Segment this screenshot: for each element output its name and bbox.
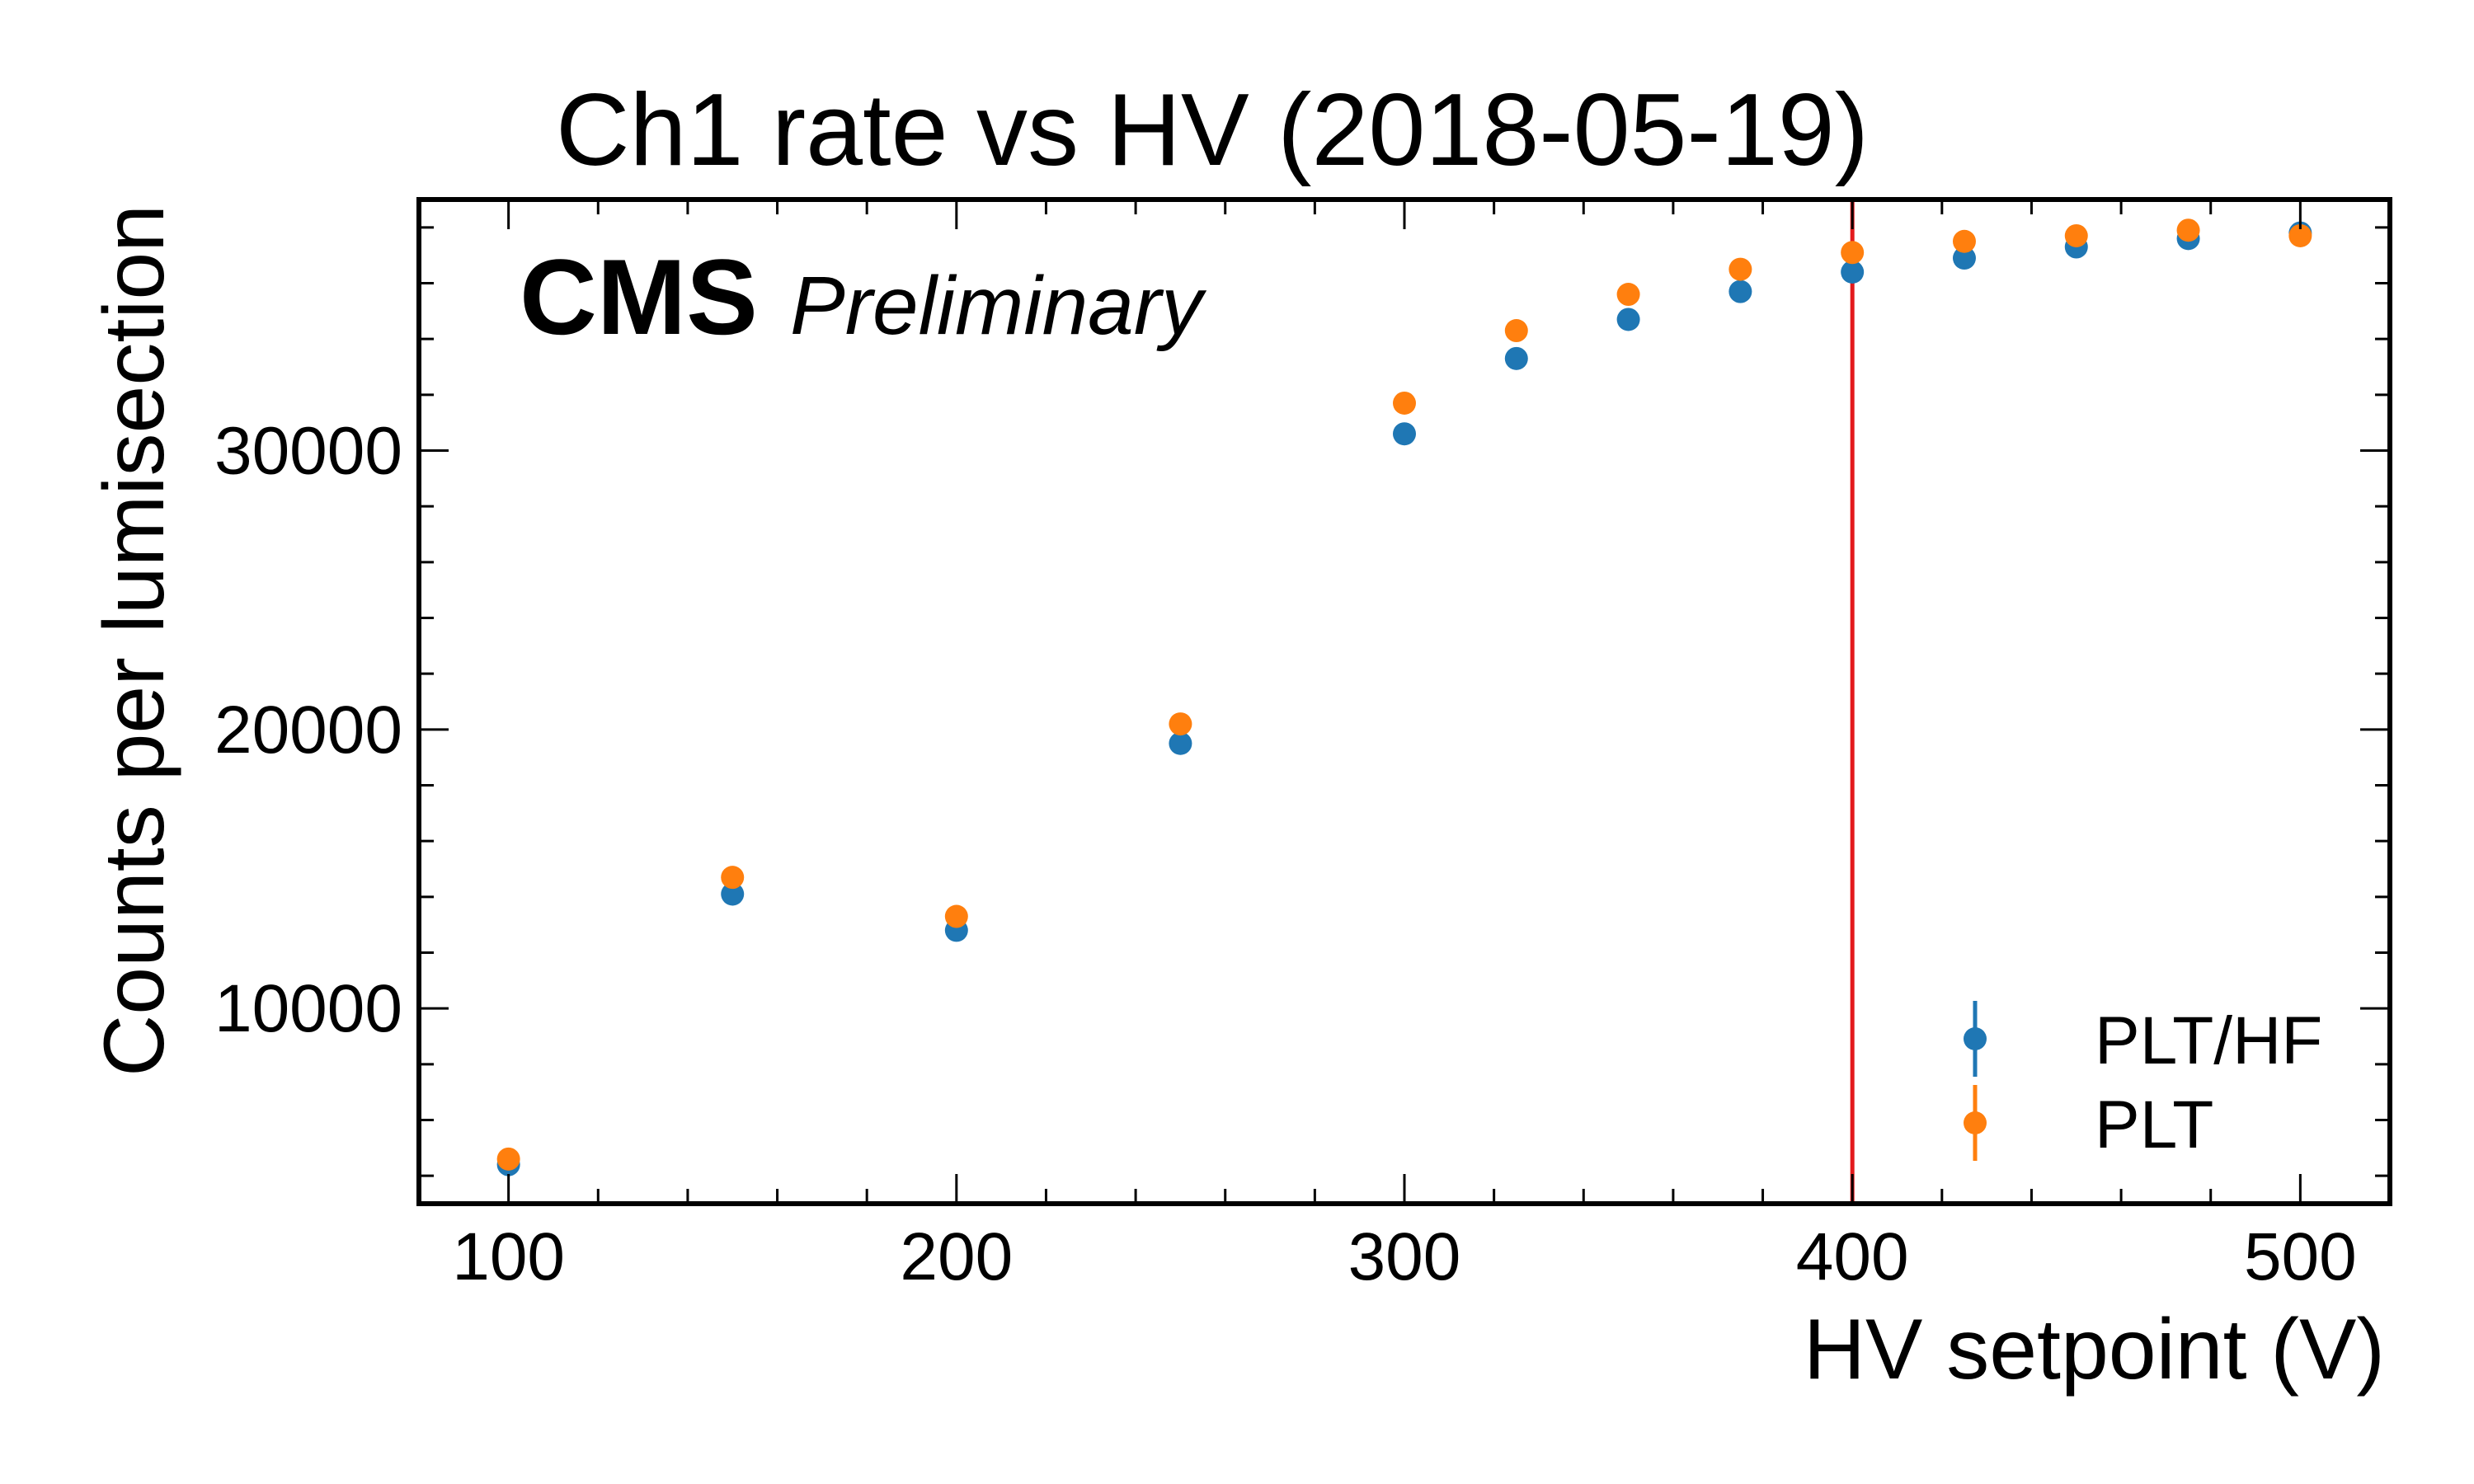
data-point	[1504, 319, 1528, 343]
data-point	[1169, 712, 1192, 736]
data-point	[1841, 241, 1865, 265]
data-point	[2288, 223, 2312, 247]
chart-title: Ch1 rate vs HV (2018-05-19)	[556, 73, 1869, 187]
data-point	[1616, 308, 1640, 331]
x-axis-label: HV setpoint (V)	[1804, 1302, 2385, 1397]
data-point	[1616, 283, 1640, 307]
data-point	[944, 904, 968, 928]
data-point	[1169, 731, 1192, 755]
x-tick-label: 500	[2244, 1219, 2357, 1294]
plot-area	[496, 200, 2312, 1204]
x-tick-label: 300	[1348, 1219, 1461, 1294]
x-tick-label: 200	[900, 1219, 1013, 1294]
data-point	[1729, 279, 1752, 303]
series-1	[496, 221, 2312, 1176]
y-tick-label: 20000	[214, 693, 402, 768]
y-axis-label: Counts per lumisection	[87, 204, 182, 1077]
x-tick-label: 100	[452, 1219, 565, 1294]
data-point	[1841, 260, 1865, 284]
y-tick-label: 30000	[214, 414, 402, 489]
data-point	[1952, 229, 1976, 253]
data-point	[721, 866, 745, 890]
legend-label: PLT	[2095, 1087, 2213, 1162]
legend: PLT/HF PLT	[1964, 1001, 2322, 1162]
y-tick-label: 10000	[214, 971, 402, 1046]
data-point	[496, 1147, 520, 1171]
data-point	[1729, 257, 1752, 281]
data-point	[1952, 247, 1976, 270]
legend-marker	[1964, 1111, 1987, 1134]
series-2	[496, 218, 2312, 1171]
data-point	[1393, 422, 1416, 446]
data-point	[2064, 223, 2088, 247]
preliminary-label: Preliminary	[790, 260, 1207, 352]
legend-label: PLT/HF	[2095, 1003, 2322, 1078]
x-tick-label: 400	[1796, 1219, 1909, 1294]
legend-marker	[1964, 1027, 1987, 1050]
data-point	[1504, 346, 1528, 370]
data-point	[1393, 391, 1416, 415]
data-point	[2176, 218, 2200, 242]
cms-label: CMS	[520, 237, 758, 357]
data-point	[721, 882, 745, 906]
